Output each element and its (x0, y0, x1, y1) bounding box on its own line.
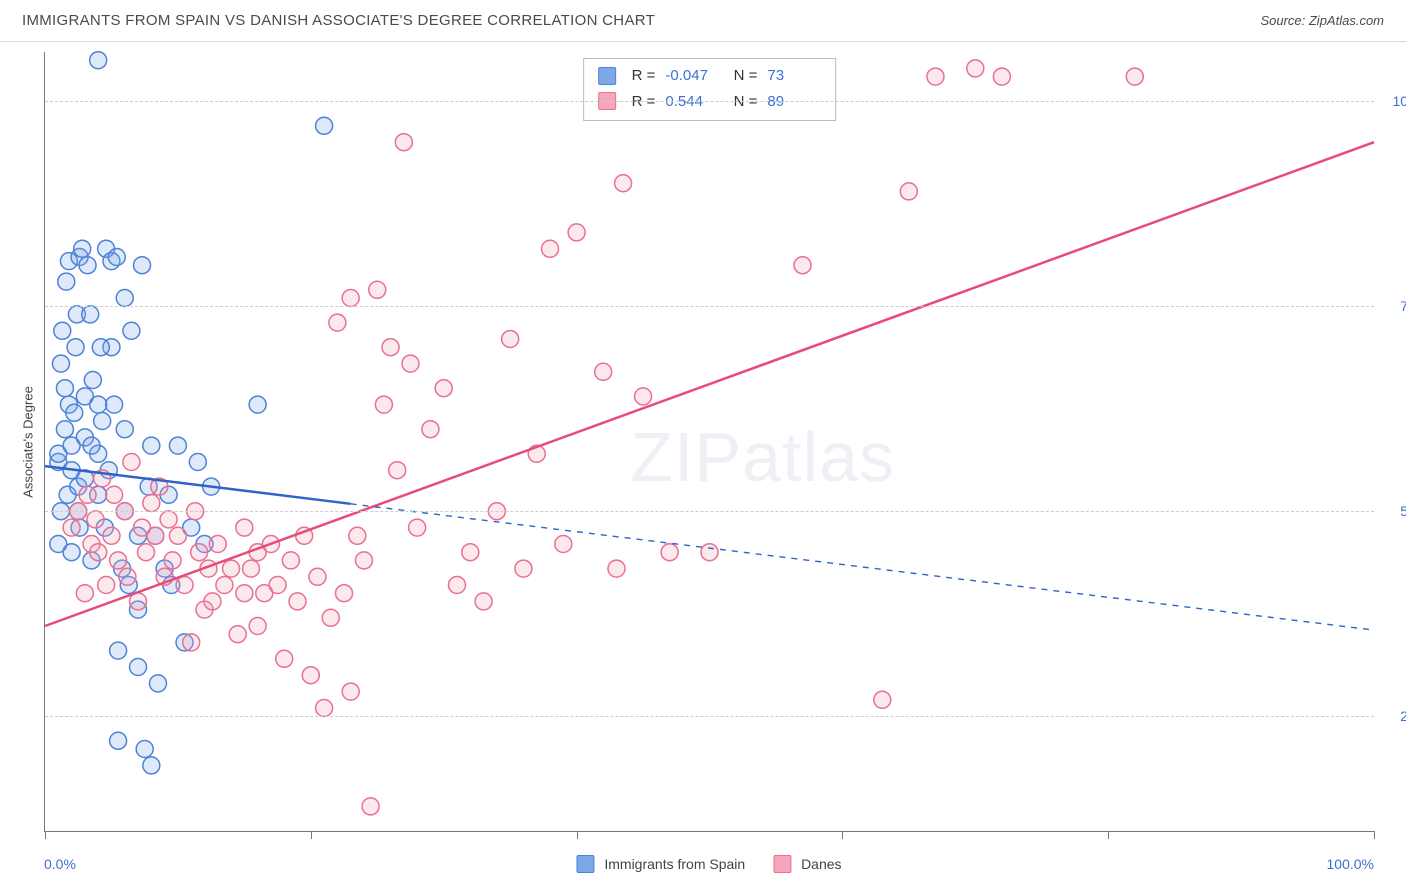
chart-title: IMMIGRANTS FROM SPAIN VS DANISH ASSOCIAT… (22, 12, 655, 29)
y-tick-label: 75.0% (1380, 298, 1406, 314)
y-axis-label: Associate's Degree (21, 386, 36, 498)
plot-area: ZIPatlas R = -0.047 N = 73 R = 0.544 N =… (44, 52, 1374, 832)
x-tick-right: 100.0% (1327, 856, 1374, 872)
y-tick-label: 25.0% (1380, 708, 1406, 724)
plot-container: Associate's Degree ZIPatlas R = -0.047 N… (44, 52, 1374, 832)
y-tick-label: 50.0% (1380, 503, 1406, 519)
legend-item-spain: Immigrants from Spain (576, 855, 745, 873)
source-attribution: Source: ZipAtlas.com (1260, 13, 1384, 28)
x-tick-left: 0.0% (44, 856, 76, 872)
swatch-danes-bottom (773, 855, 791, 873)
swatch-spain-bottom (576, 855, 594, 873)
bottom-legend: Immigrants from Spain Danes (576, 855, 841, 873)
chart-svg (45, 52, 1374, 831)
x-axis-line: 0.0% Immigrants from Spain Danes 100.0% (44, 856, 1374, 872)
legend-item-danes: Danes (773, 855, 841, 873)
y-tick-label: 100.0% (1380, 93, 1406, 109)
